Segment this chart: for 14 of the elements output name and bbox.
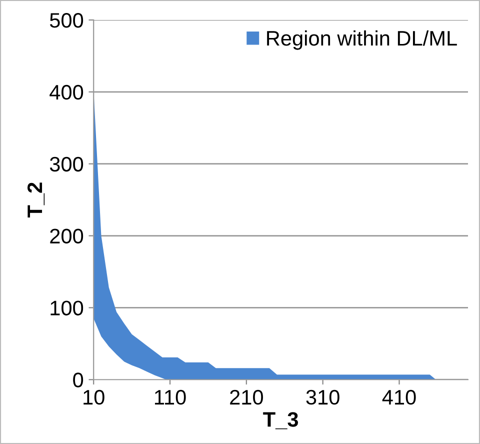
y-tick-label: 300: [50, 156, 84, 172]
y-tick-label: 100: [50, 300, 84, 316]
y-tick-label: 400: [50, 84, 84, 100]
y-tick-label: 0: [73, 372, 84, 388]
x-tick-label: 310: [306, 390, 340, 405]
legend-label: Region within DL/ML: [267, 30, 457, 50]
x-tick-label: 110: [154, 390, 186, 405]
x-tick-label: 210: [230, 390, 263, 405]
x-tick-label: 410: [382, 390, 416, 405]
y-tick-label: 200: [50, 228, 84, 244]
y-tick-label: 500: [50, 12, 84, 28]
x-tick-label: 10: [84, 390, 104, 405]
x-axis-title: T_3: [263, 412, 298, 430]
y-axis-title: T_2: [27, 182, 45, 218]
